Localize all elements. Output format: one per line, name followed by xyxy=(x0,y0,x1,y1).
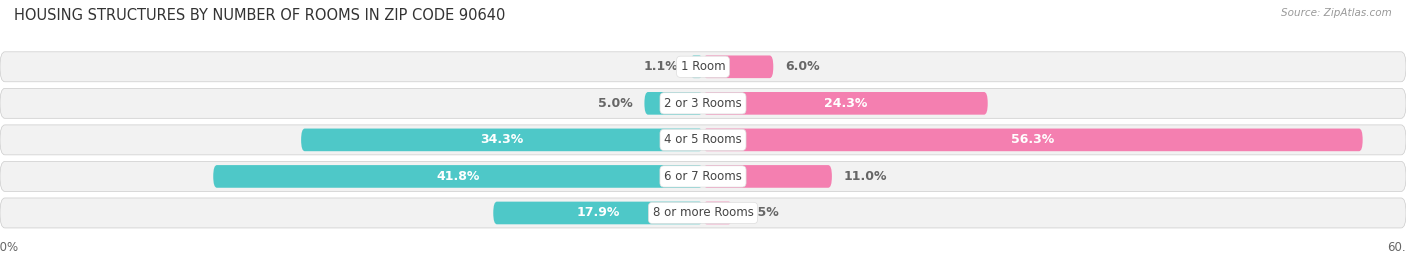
Legend: Owner-occupied, Renter-occupied: Owner-occupied, Renter-occupied xyxy=(568,266,838,269)
Text: 56.3%: 56.3% xyxy=(1011,133,1054,146)
FancyBboxPatch shape xyxy=(703,165,832,188)
Text: HOUSING STRUCTURES BY NUMBER OF ROOMS IN ZIP CODE 90640: HOUSING STRUCTURES BY NUMBER OF ROOMS IN… xyxy=(14,8,505,23)
Text: 1 Room: 1 Room xyxy=(681,60,725,73)
FancyBboxPatch shape xyxy=(0,161,1406,192)
Text: 8 or more Rooms: 8 or more Rooms xyxy=(652,207,754,220)
Text: 24.3%: 24.3% xyxy=(824,97,868,110)
Text: 34.3%: 34.3% xyxy=(481,133,523,146)
FancyBboxPatch shape xyxy=(214,165,703,188)
Text: 2.5%: 2.5% xyxy=(744,207,779,220)
FancyBboxPatch shape xyxy=(690,55,703,78)
Text: 4 or 5 Rooms: 4 or 5 Rooms xyxy=(664,133,742,146)
Text: 6.0%: 6.0% xyxy=(785,60,820,73)
FancyBboxPatch shape xyxy=(703,55,773,78)
FancyBboxPatch shape xyxy=(644,92,703,115)
FancyBboxPatch shape xyxy=(494,202,703,224)
FancyBboxPatch shape xyxy=(0,125,1406,155)
Text: 11.0%: 11.0% xyxy=(844,170,887,183)
Text: 41.8%: 41.8% xyxy=(436,170,479,183)
FancyBboxPatch shape xyxy=(703,129,1362,151)
Text: 17.9%: 17.9% xyxy=(576,207,620,220)
Text: 5.0%: 5.0% xyxy=(598,97,633,110)
FancyBboxPatch shape xyxy=(703,92,987,115)
Text: 6 or 7 Rooms: 6 or 7 Rooms xyxy=(664,170,742,183)
Text: Source: ZipAtlas.com: Source: ZipAtlas.com xyxy=(1281,8,1392,18)
FancyBboxPatch shape xyxy=(0,198,1406,228)
Text: 2 or 3 Rooms: 2 or 3 Rooms xyxy=(664,97,742,110)
FancyBboxPatch shape xyxy=(703,202,733,224)
Text: 1.1%: 1.1% xyxy=(644,60,678,73)
FancyBboxPatch shape xyxy=(0,52,1406,82)
FancyBboxPatch shape xyxy=(0,88,1406,118)
FancyBboxPatch shape xyxy=(301,129,703,151)
